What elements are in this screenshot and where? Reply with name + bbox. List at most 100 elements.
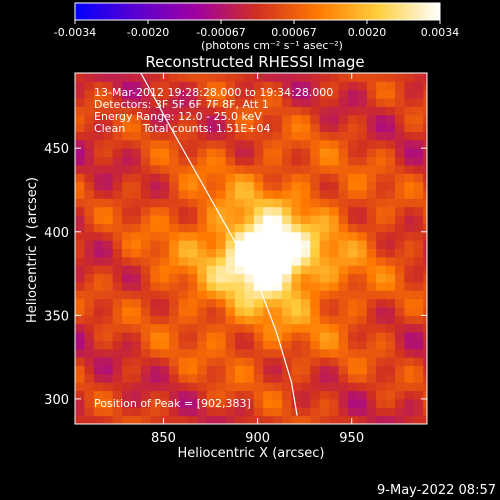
heatmap-cell bbox=[395, 156, 405, 166]
heatmap-cell bbox=[159, 340, 170, 350]
heatmap-cell bbox=[291, 256, 302, 266]
heatmap-cell bbox=[75, 332, 85, 341]
heatmap-cell bbox=[178, 89, 189, 99]
heatmap-cell bbox=[329, 407, 340, 417]
heatmap-cell bbox=[93, 131, 104, 141]
annotation-block: 13-Mar-2012 19:28:28.000 to 19:34:28.000… bbox=[94, 86, 333, 135]
heatmap-cell bbox=[235, 340, 245, 350]
heatmap-cell bbox=[423, 173, 427, 183]
heatmap-cell bbox=[159, 398, 170, 408]
heatmap-cell bbox=[187, 365, 198, 375]
heatmap-cell bbox=[404, 265, 415, 275]
heatmap-cell bbox=[319, 223, 330, 233]
heatmap-cell bbox=[310, 148, 321, 158]
heatmap-cell bbox=[244, 398, 255, 408]
heatmap-cell bbox=[197, 398, 208, 408]
heatmap-cell bbox=[272, 198, 283, 208]
heatmap-cell bbox=[169, 181, 180, 191]
heatmap-cell bbox=[413, 281, 424, 291]
heatmap-cell bbox=[385, 415, 396, 424]
heatmap-cell bbox=[347, 123, 358, 132]
heatmap-cell bbox=[103, 131, 114, 141]
heatmap-cell bbox=[423, 407, 427, 417]
heatmap-cell bbox=[310, 231, 321, 241]
heatmap-cell bbox=[206, 323, 217, 333]
heatmap-cell bbox=[122, 223, 132, 233]
heatmap-cell bbox=[272, 190, 283, 199]
heatmap-cell bbox=[357, 123, 368, 132]
heatmap-cell bbox=[169, 131, 180, 141]
heatmap-cell bbox=[84, 265, 95, 275]
heatmap-cell bbox=[347, 181, 358, 191]
heatmap-cell bbox=[131, 173, 142, 183]
heatmap-cell bbox=[272, 348, 283, 358]
heatmap-cell bbox=[376, 332, 387, 341]
heatmap-cell bbox=[216, 281, 227, 291]
heatmap-cell bbox=[122, 415, 132, 424]
heatmap-cell bbox=[282, 206, 292, 216]
heatmap-cell bbox=[310, 298, 321, 308]
heatmap-cell bbox=[291, 373, 302, 383]
heatmap-cell bbox=[169, 198, 180, 208]
heatmap-cell bbox=[93, 190, 104, 199]
heatmap-cell bbox=[93, 123, 104, 132]
heatmap-cell bbox=[131, 114, 142, 124]
heatmap-cell bbox=[357, 273, 368, 283]
heatmap-cell bbox=[235, 89, 245, 99]
heatmap-cell bbox=[329, 139, 340, 149]
heatmap-cell bbox=[338, 164, 349, 174]
heatmap-cell bbox=[178, 373, 189, 383]
heatmap-cell bbox=[244, 89, 255, 99]
heatmap-cell bbox=[319, 298, 330, 308]
heatmap-cell bbox=[253, 382, 264, 392]
heatmap-cell bbox=[206, 173, 217, 183]
heatmap-cell bbox=[150, 89, 161, 99]
heatmap-cell bbox=[319, 390, 330, 400]
heatmap-cell bbox=[159, 373, 170, 383]
heatmap-cell bbox=[319, 357, 330, 366]
heatmap-cell bbox=[187, 114, 198, 124]
heatmap-cell bbox=[150, 415, 161, 424]
heatmap-cell bbox=[178, 290, 189, 300]
heatmap-cell bbox=[385, 373, 396, 383]
heatmap-cell bbox=[131, 407, 142, 417]
heatmap-cell bbox=[131, 281, 142, 291]
heatmap-cell bbox=[187, 156, 198, 166]
heatmap-cell bbox=[112, 290, 123, 300]
heatmap-cell bbox=[366, 332, 377, 341]
heatmap-cell bbox=[112, 415, 123, 424]
heatmap-cell bbox=[216, 156, 227, 166]
heatmap-cell bbox=[338, 181, 349, 191]
heatmap-cell bbox=[310, 98, 321, 107]
heatmap-cell bbox=[75, 340, 85, 350]
heatmap-cell bbox=[263, 240, 274, 249]
heatmap-cell bbox=[376, 106, 387, 116]
heatmap-cell bbox=[310, 164, 321, 174]
heatmap-cell bbox=[413, 198, 424, 208]
heatmap-cell bbox=[112, 156, 123, 166]
heatmap-cell bbox=[300, 148, 311, 158]
heatmap-cell bbox=[291, 215, 302, 224]
heatmap-cell bbox=[187, 298, 198, 308]
heatmap-cell bbox=[122, 198, 132, 208]
heatmap-cell bbox=[319, 181, 330, 191]
heatmap-cell bbox=[122, 123, 132, 132]
heatmap-cell bbox=[235, 190, 245, 199]
heatmap-cell bbox=[300, 415, 311, 424]
heatmap-cell bbox=[263, 265, 274, 275]
heatmap-cell bbox=[263, 348, 274, 358]
heatmap-cell bbox=[169, 240, 180, 249]
heatmap-cell bbox=[329, 81, 340, 91]
heatmap-cell bbox=[225, 123, 236, 132]
heatmap-cell bbox=[376, 382, 387, 392]
heatmap-cell bbox=[376, 156, 387, 166]
heatmap-cell bbox=[75, 173, 85, 183]
heatmap-cell bbox=[385, 123, 396, 132]
heatmap-cell bbox=[329, 131, 340, 141]
heatmap-cell bbox=[310, 206, 321, 216]
heatmap-cell bbox=[235, 231, 245, 241]
heatmap-cell bbox=[291, 164, 302, 174]
heatmap-cell bbox=[329, 290, 340, 300]
heatmap-cell bbox=[93, 198, 104, 208]
heatmap-cell bbox=[187, 164, 198, 174]
